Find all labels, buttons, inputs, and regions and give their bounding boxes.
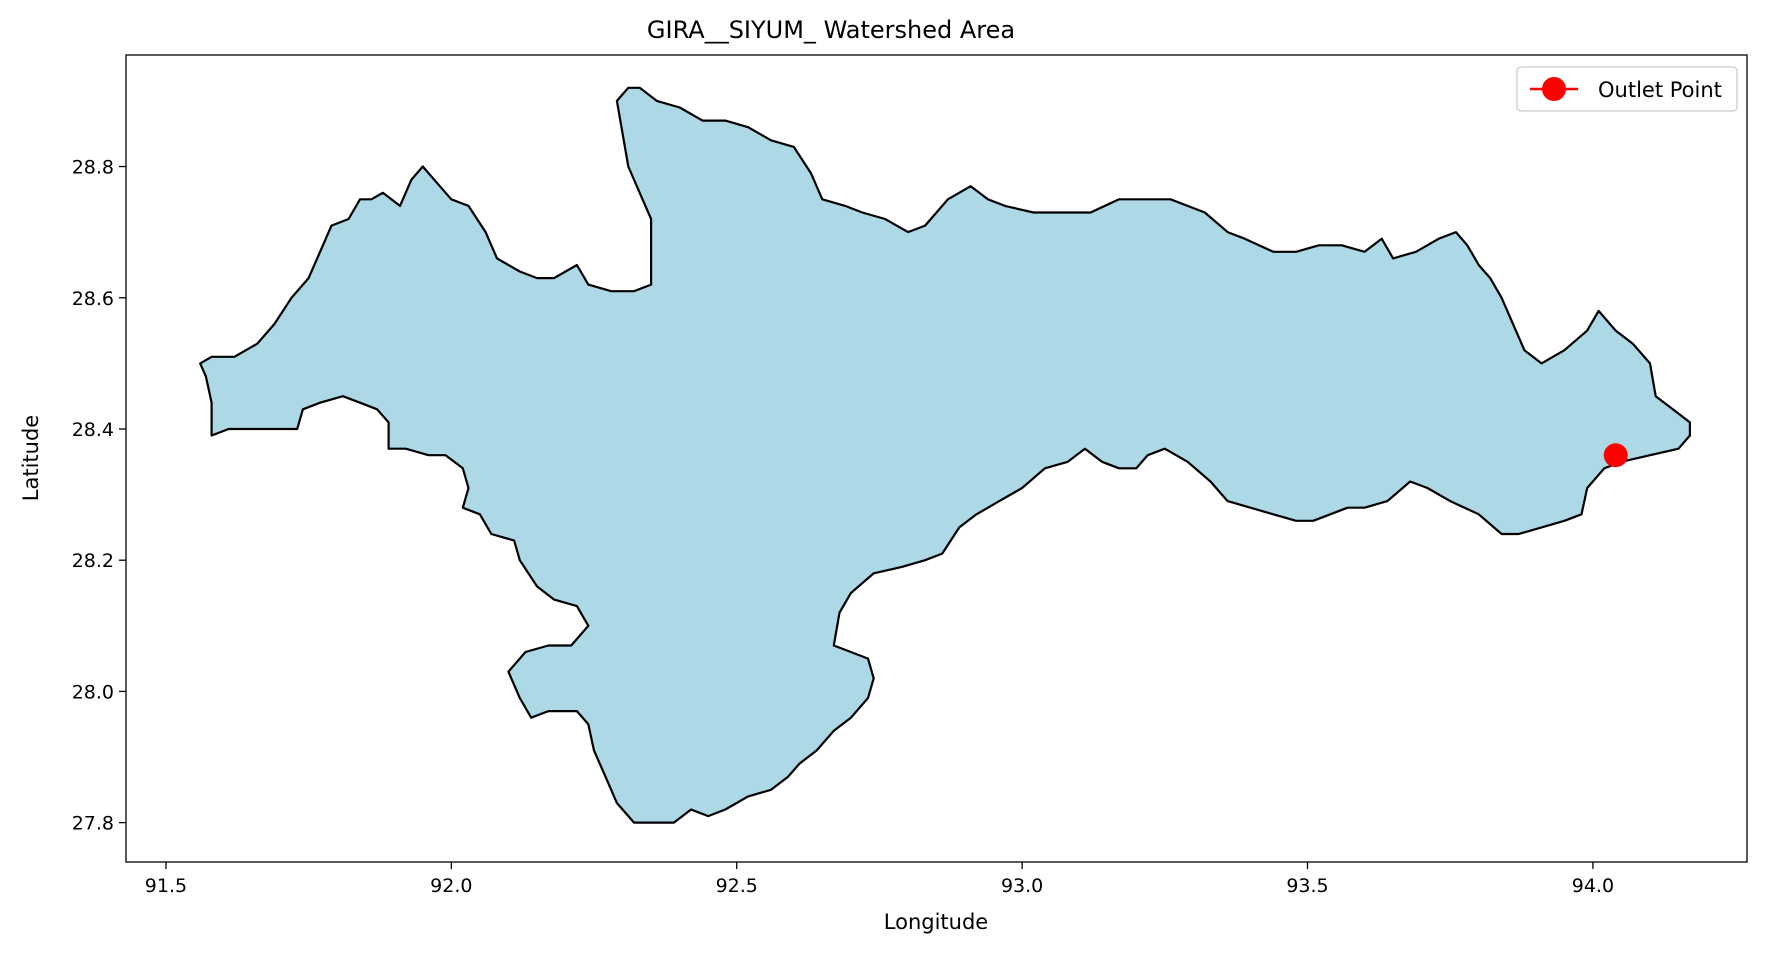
chart-title: GIRA__SIYUM_ Watershed Area bbox=[647, 16, 1015, 44]
x-tick-label: 92.0 bbox=[430, 875, 472, 897]
outlet-point bbox=[1603, 443, 1628, 468]
plot-area bbox=[199, 86, 1691, 824]
outlet-point-marker bbox=[1603, 443, 1628, 468]
legend-box bbox=[1516, 66, 1738, 112]
x-tick-label: 94.0 bbox=[1572, 875, 1614, 897]
y-tick-label: 28.6 bbox=[72, 288, 114, 310]
legend: Outlet Point bbox=[1516, 66, 1738, 112]
x-tick-label: 93.5 bbox=[1286, 875, 1328, 897]
axes-frame bbox=[125, 54, 1748, 863]
y-tick-label: 28.8 bbox=[72, 157, 114, 179]
y-tick-label: 28.0 bbox=[72, 681, 114, 703]
y-axis-ticks: 27.8 28.0 28.2 28.4 28.6 28.8 bbox=[72, 157, 126, 835]
legend-marker-outlet bbox=[1542, 77, 1566, 101]
watershed-polygon bbox=[199, 86, 1691, 824]
x-tick-label: 92.5 bbox=[716, 875, 758, 897]
y-tick-label: 27.8 bbox=[72, 813, 114, 835]
y-axis-label: Latitude bbox=[19, 415, 43, 501]
x-tick-label: 91.5 bbox=[145, 875, 187, 897]
x-axis-label: Longitude bbox=[884, 910, 988, 934]
legend-label-outlet: Outlet Point bbox=[1598, 78, 1722, 102]
x-axis-ticks: 91.5 92.0 92.5 93.0 93.5 94.0 bbox=[145, 862, 1614, 897]
y-tick-label: 28.4 bbox=[72, 419, 114, 441]
x-tick-label: 93.0 bbox=[1001, 875, 1043, 897]
y-tick-label: 28.2 bbox=[72, 550, 114, 572]
